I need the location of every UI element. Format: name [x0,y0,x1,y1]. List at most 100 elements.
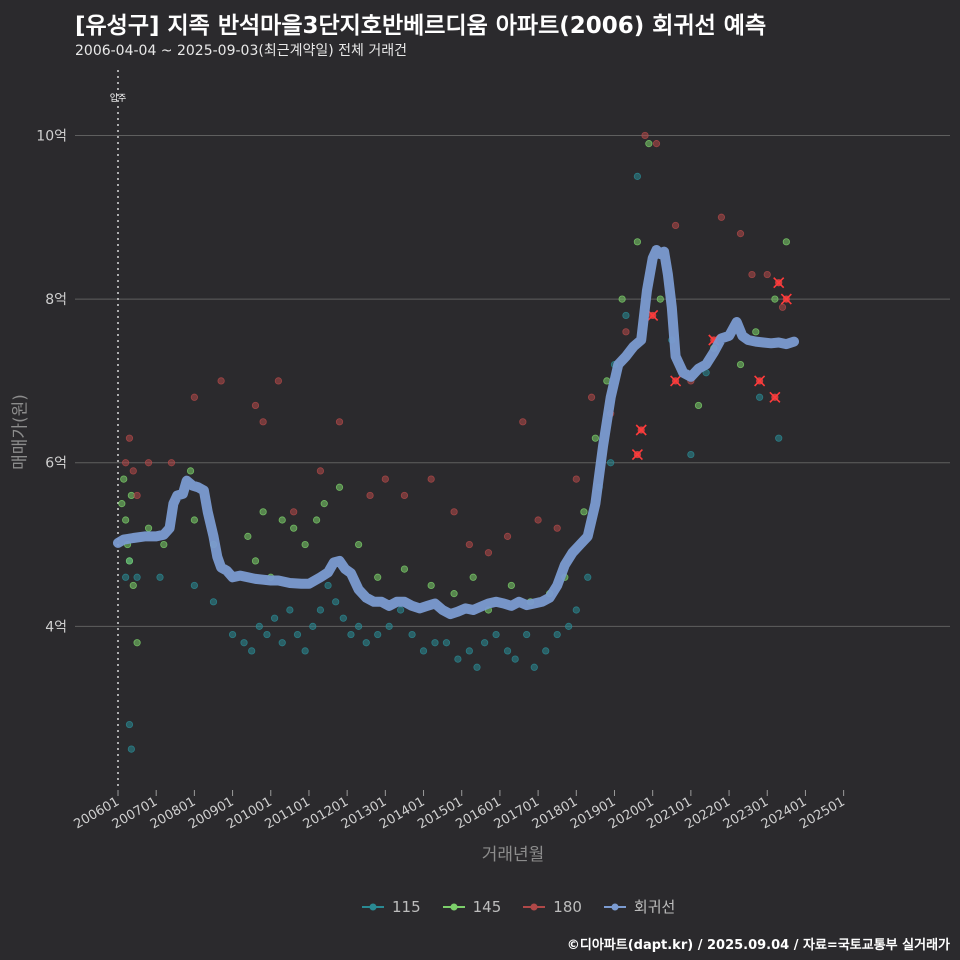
data-point-115 [228,630,237,639]
data-point-115 [347,630,355,639]
data-point-180 [736,230,745,238]
legend-swatch [523,903,546,910]
data-point-180 [534,516,542,524]
data-point-145 [645,140,653,148]
move-in-label: 입주 [110,92,127,104]
data-point-180 [503,532,512,540]
recent-trade-x-mark [631,448,643,461]
legend-swatch [442,903,465,910]
data-point-115 [263,630,271,639]
data-point-180 [167,459,176,467]
data-point-180 [251,401,260,410]
data-point-145 [118,500,126,508]
data-point-115 [293,630,302,639]
data-point-180 [274,377,283,385]
data-point-180 [622,328,630,336]
recent-trade-x-mark [635,424,647,436]
recent-trade-x-mark [780,293,792,305]
data-point-180 [290,508,298,516]
data-point-145 [120,475,128,483]
data-point-115 [481,639,489,647]
data-point-180 [553,524,561,532]
data-point-115 [503,647,512,655]
data-point-115 [324,581,332,590]
data-point-180 [572,475,580,483]
data-point-180 [671,221,680,230]
data-point-180 [763,270,771,279]
data-point-115 [270,614,279,622]
legend-label: 180 [553,897,582,916]
x-axis-label: 거래년월 [481,845,545,865]
data-point-145 [633,238,641,246]
legend-swatch [362,903,384,910]
data-point-115 [301,647,309,655]
data-point-180 [641,131,649,140]
legend-item-145: 145 [441,897,501,917]
data-point-115 [565,622,573,630]
data-point-180 [129,467,137,475]
data-point-115 [255,622,263,630]
data-point-115 [553,630,561,639]
data-point-115 [156,573,164,581]
legend-item-trend: 회귀선 [602,896,675,917]
data-point-145 [312,516,321,524]
data-point-145 [190,516,198,524]
data-point-115 [248,647,256,655]
data-point-115 [385,622,393,630]
data-point-115 [633,172,641,180]
data-point-115 [775,434,783,442]
data-point-180 [144,459,153,467]
data-point-115 [209,598,218,606]
data-point-115 [397,606,405,614]
data-point-115 [316,606,325,614]
data-point-145 [507,581,515,590]
data-point-115 [374,630,382,639]
data-point-180 [366,491,374,500]
data-point-145 [122,516,130,524]
data-point-180 [217,377,225,385]
data-point-180 [122,459,130,467]
data-point-115 [309,622,317,630]
data-point-115 [362,639,370,647]
data-point-115 [530,663,538,671]
data-point-145 [320,500,328,508]
legend-label: 115 [392,897,421,916]
data-point-180 [484,549,493,557]
data-point-115 [133,573,141,581]
data-point-115 [190,581,198,590]
data-point-145 [400,565,409,573]
data-point-115 [454,655,462,663]
data-point-180 [190,393,198,401]
data-point-180 [381,475,389,483]
legend-label: 회귀선 [633,898,676,916]
y-tick-label: 8억 [45,292,67,308]
source-caption: ©디아파트(dapt.kr) / 2025.09.04 / 자료=국토교통부 실… [566,938,950,953]
chart-subtitle: 2006-04-04 ~ 2025-09-03(최근계약일) 전체 거래건 [75,43,407,59]
trend-line [113,245,799,620]
recent-trade-x-mark [670,375,682,387]
data-point-145 [355,540,363,549]
data-point-115 [473,663,481,671]
data-point-115 [339,614,347,622]
data-point-145 [160,540,168,549]
data-point-145 [259,508,267,516]
data-point-145 [427,581,435,590]
recent-trade-x-mark [773,277,785,289]
recent-trade-x-mark [769,391,781,403]
data-point-180 [519,418,527,426]
data-point-145 [591,434,599,442]
data-point-145 [771,295,779,303]
data-point-145 [186,467,195,475]
data-point-115 [240,639,248,647]
y-tick-label: 6억 [45,456,67,472]
data-point-145 [782,238,790,246]
data-point-180 [316,467,325,475]
data-point-115 [756,393,764,401]
data-point-115 [125,720,134,729]
y-tick-label: 10억 [36,128,67,144]
data-point-145 [278,516,286,524]
data-point-115 [622,311,630,320]
data-point-180 [652,140,661,148]
data-point-115 [607,459,615,467]
